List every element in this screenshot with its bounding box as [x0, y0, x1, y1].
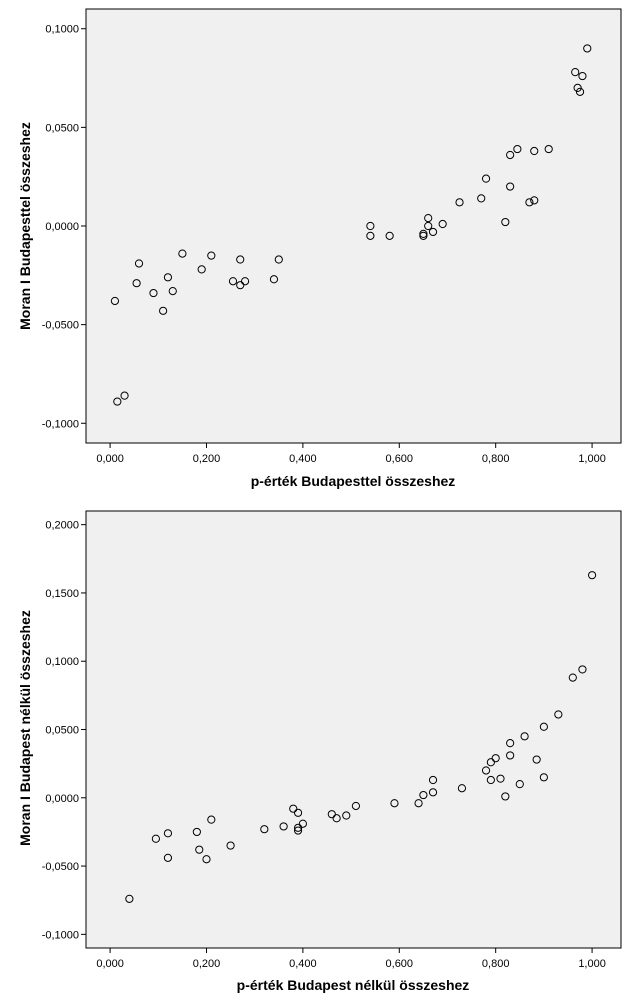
- y-tick-label: 0,0500: [45, 725, 79, 737]
- y-axis-title-1: Moran I Budapesttel összeshez: [17, 122, 33, 330]
- x-tick-label: 1,000: [578, 958, 606, 970]
- x-tick-label: 0,800: [482, 958, 510, 970]
- x-tick-label: 0,000: [96, 453, 124, 465]
- x-tick-label: 0,800: [482, 453, 510, 465]
- x-tick-labels-1: 0,000 0,200 0,400 0,600 0,800 1,000: [96, 443, 606, 465]
- y-tick-label: -0,0500: [42, 320, 79, 332]
- x-tick-label: 0,200: [193, 453, 221, 465]
- x-tick-labels-2: 0,000 0,200 0,400 0,600 0,800 1,000: [96, 948, 606, 970]
- y-tick-label: -0,0500: [42, 861, 79, 873]
- y-tick-label: 0,1000: [45, 24, 79, 36]
- x-tick-label: 0,000: [96, 958, 124, 970]
- y-tick-label: -0,1000: [42, 418, 79, 430]
- y-tick-labels-1: -0,1000 -0,0500 0,0000 0,0500 0,1000: [42, 24, 86, 431]
- y-tick-labels-2: -0,1000 -0,0500 0,0000 0,0500 0,1000 0,1500 0,…: [42, 520, 86, 942]
- y-axis-title-2: Moran I Budapest nélkül összeshez: [17, 610, 33, 846]
- y-tick-label: 0,1500: [45, 588, 79, 600]
- y-tick-label: -0,1000: [42, 929, 79, 941]
- y-tick-label: 0,0000: [45, 793, 79, 805]
- y-tick-label: 0,0000: [45, 221, 79, 233]
- x-tick-label: 0,400: [289, 453, 317, 465]
- y-tick-label: 0,1000: [45, 656, 79, 668]
- scatter-chart-2: -0,1000 -0,0500 0,0000 0,0500 0,1000 0,1500 0,…: [17, 511, 621, 993]
- x-axis-title-2: p-érték Budapest nélkül összeshez: [237, 977, 470, 993]
- y-tick-label: 0,2000: [45, 520, 79, 532]
- x-tick-label: 0,400: [289, 958, 317, 970]
- x-tick-label: 1,000: [578, 453, 606, 465]
- plot-area-2: [86, 511, 621, 948]
- y-tick-label: 0,0500: [45, 122, 79, 134]
- x-axis-title-1: p-érték Budapesttel összeshez: [251, 473, 456, 489]
- x-tick-label: 0,600: [386, 453, 414, 465]
- plot-area-1: [86, 9, 621, 443]
- x-tick-label: 0,600: [386, 958, 414, 970]
- x-tick-label: 0,200: [193, 958, 221, 970]
